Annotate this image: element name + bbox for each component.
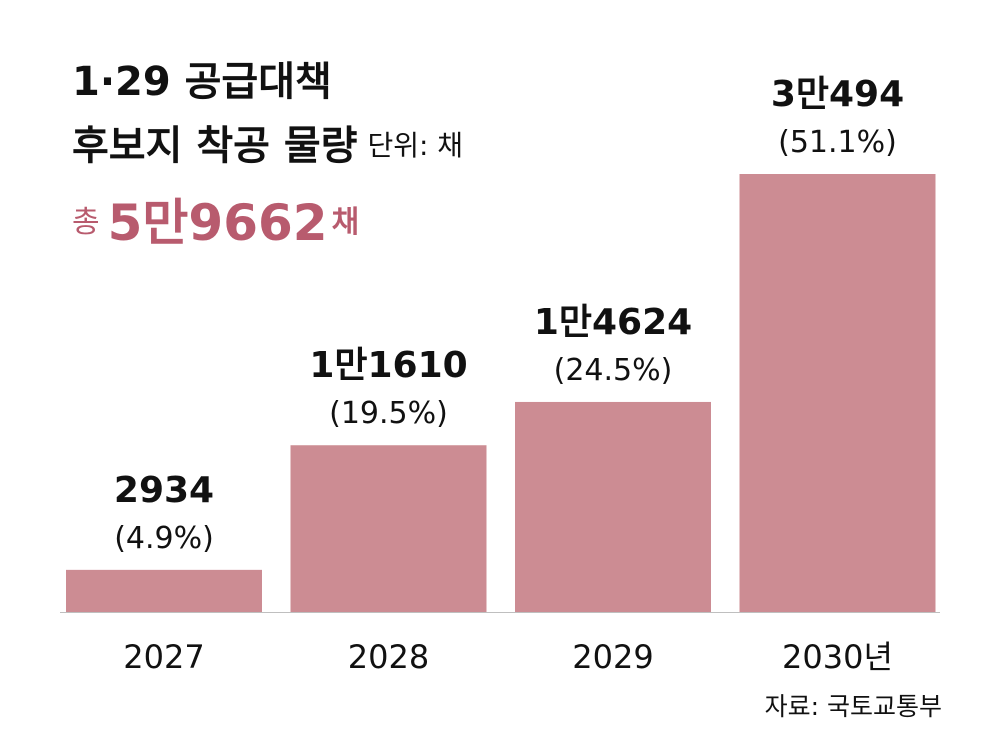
total-label: 총 [72,205,100,240]
share-label-2: (19.5%) [329,396,448,431]
value-label-2: 1만1610 [309,345,467,386]
total-value: 5만9662 [107,194,328,252]
category-label-3: 2029 [572,638,653,676]
category-label-2: 2028 [348,638,429,676]
bar-2 [290,445,487,612]
share-label-4: (51.1%) [778,125,897,160]
chart-title-line2-text: 후보지 착공 물량 [72,123,358,169]
unit-note: 단위: 채 [367,129,464,162]
value-label-1: 2934 [114,470,214,511]
value-label-3: 1만4624 [534,302,692,343]
category-label-4: 2030년 [782,638,893,676]
total-summary: 총 5만9662 채 [72,198,359,248]
source-note: 자료: 국토교통부 [764,692,942,721]
chart-title-line2: 후보지 착공 물량 단위: 채 [72,126,463,166]
total-unit: 채 [331,205,360,240]
share-label-1: (4.9%) [114,521,214,556]
bar-3 [515,401,711,612]
bar-1 [66,569,262,612]
chart-title-line1: 1·29 공급대책 [72,59,332,105]
bar-4 [739,174,936,612]
share-label-3: (24.5%) [554,353,673,388]
value-label-4: 3만494 [771,74,904,115]
category-label-1: 2027 [123,638,204,676]
